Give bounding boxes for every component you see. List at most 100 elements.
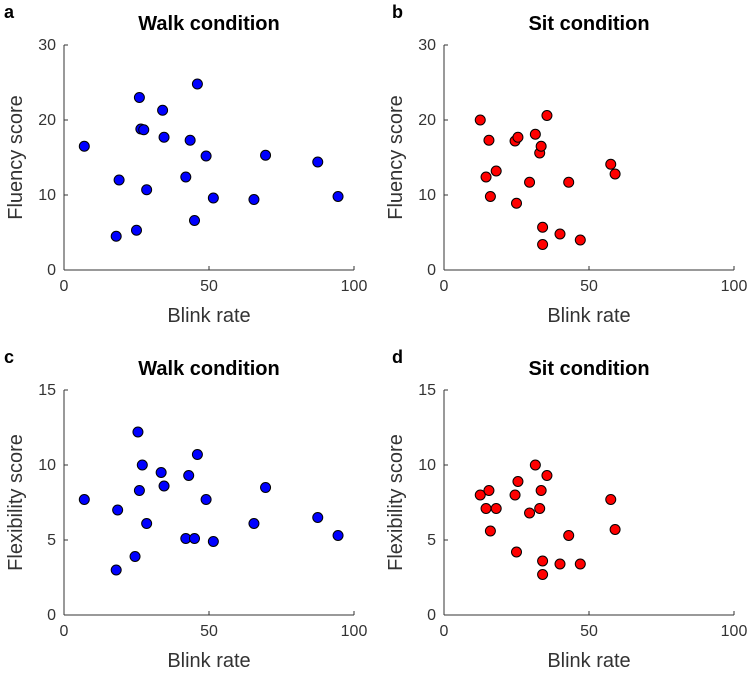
y-tick-label: 10 (418, 457, 436, 474)
x-tick-label: 50 (580, 278, 598, 295)
data-point (480, 171, 492, 183)
y-tick-label: 30 (418, 37, 436, 54)
data-point (535, 140, 547, 152)
y-tick-label: 0 (47, 262, 56, 279)
y-tick-label: 5 (427, 532, 436, 549)
data-point (332, 530, 344, 541)
data-point (141, 518, 153, 529)
data-point (132, 426, 144, 438)
x-axis-label: Blink rate (167, 650, 250, 672)
data-point (535, 485, 547, 496)
panel-letter: d (392, 347, 403, 367)
data-point (183, 470, 195, 481)
data-point (200, 150, 212, 162)
data-point (112, 504, 124, 516)
data-point (158, 131, 170, 143)
panel-b: b Sit condition 0 50 100 0 10 20 30 Blink rate Flu… (385, 2, 747, 327)
data-point (512, 131, 524, 143)
chart-title: Sit condition (528, 358, 649, 380)
data-point (312, 156, 324, 168)
y-tick-label: 30 (38, 37, 56, 54)
x-tick-label: 100 (341, 623, 368, 640)
y-tick-label: 15 (418, 382, 436, 399)
x-tick-label: 100 (721, 278, 748, 295)
y-axis-label: Fluency score (385, 95, 407, 220)
data-point (537, 239, 549, 250)
data-point (248, 194, 260, 205)
data-point (157, 104, 169, 116)
data-point (541, 110, 553, 121)
data-point (191, 449, 203, 460)
chart-title: Walk condition (138, 13, 279, 35)
data-point (155, 467, 167, 478)
y-tick-label: 0 (427, 262, 436, 279)
data-point (260, 482, 272, 493)
data-point (541, 470, 553, 481)
y-tick-label: 5 (47, 532, 56, 549)
data-point (260, 149, 272, 161)
data-point (78, 140, 90, 152)
data-point (133, 92, 145, 103)
data-point (312, 512, 324, 523)
y-tick-label: 15 (38, 382, 56, 399)
data-point (537, 569, 549, 580)
chart-title: Sit condition (528, 13, 649, 35)
y-tick-label: 0 (427, 607, 436, 624)
data-point (138, 124, 150, 136)
data-point (512, 476, 524, 487)
x-tick-label: 100 (341, 278, 368, 295)
data-point (563, 176, 575, 188)
data-point (483, 485, 495, 496)
data-point (133, 485, 145, 496)
y-tick-label: 10 (38, 187, 56, 204)
data-point (110, 564, 122, 576)
data-point (490, 165, 502, 177)
data-point (480, 503, 492, 514)
x-tick-label: 0 (440, 278, 449, 295)
data-point (529, 128, 541, 140)
data-point (248, 518, 260, 529)
x-tick-label: 100 (721, 623, 748, 640)
data-point (200, 494, 212, 505)
data-point (78, 494, 90, 505)
data-point (534, 503, 546, 514)
data-point (158, 480, 170, 492)
x-axis-label: Blink rate (547, 650, 630, 672)
data-point (509, 489, 521, 501)
data-point (554, 558, 566, 570)
y-tick-label: 10 (38, 457, 56, 474)
x-axis-label: Blink rate (547, 305, 630, 327)
panel-a: a Walk condition 0 50 100 0 10 20 30 Blink rate Fl… (4, 2, 367, 327)
data-point (511, 546, 522, 558)
y-axis-label: Fluency score (5, 95, 27, 220)
data-point (207, 192, 219, 204)
data-point (609, 168, 621, 180)
data-point (141, 184, 153, 196)
x-tick-label: 0 (60, 623, 69, 640)
data-point (537, 221, 549, 233)
data-point (537, 555, 549, 567)
x-tick-label: 50 (200, 623, 218, 640)
data-point (609, 524, 621, 535)
data-point (511, 197, 522, 209)
data-point (483, 134, 495, 146)
panel-c: c Walk condition 0 50 100 0 5 10 15 Blink rate Fle… (4, 347, 367, 672)
data-point (524, 176, 536, 188)
data-point (490, 503, 502, 514)
x-tick-label: 0 (440, 623, 449, 640)
data-point (110, 230, 122, 242)
data-point (484, 191, 496, 202)
data-point (184, 134, 196, 146)
panel-letter: b (392, 2, 403, 22)
panel-d: d Sit condition 0 50 100 0 5 10 15 Blink rate Flex… (385, 347, 747, 672)
x-axis-label: Blink rate (167, 305, 250, 327)
data-point (131, 224, 142, 236)
data-point (474, 114, 486, 126)
data-point (529, 459, 541, 471)
panel-letter: a (4, 2, 15, 22)
y-axis-label: Flexibility score (5, 434, 27, 571)
x-tick-label: 50 (200, 278, 218, 295)
data-point (113, 174, 125, 186)
y-axis-label: Flexibility score (385, 434, 407, 571)
chart-title: Walk condition (138, 358, 279, 380)
